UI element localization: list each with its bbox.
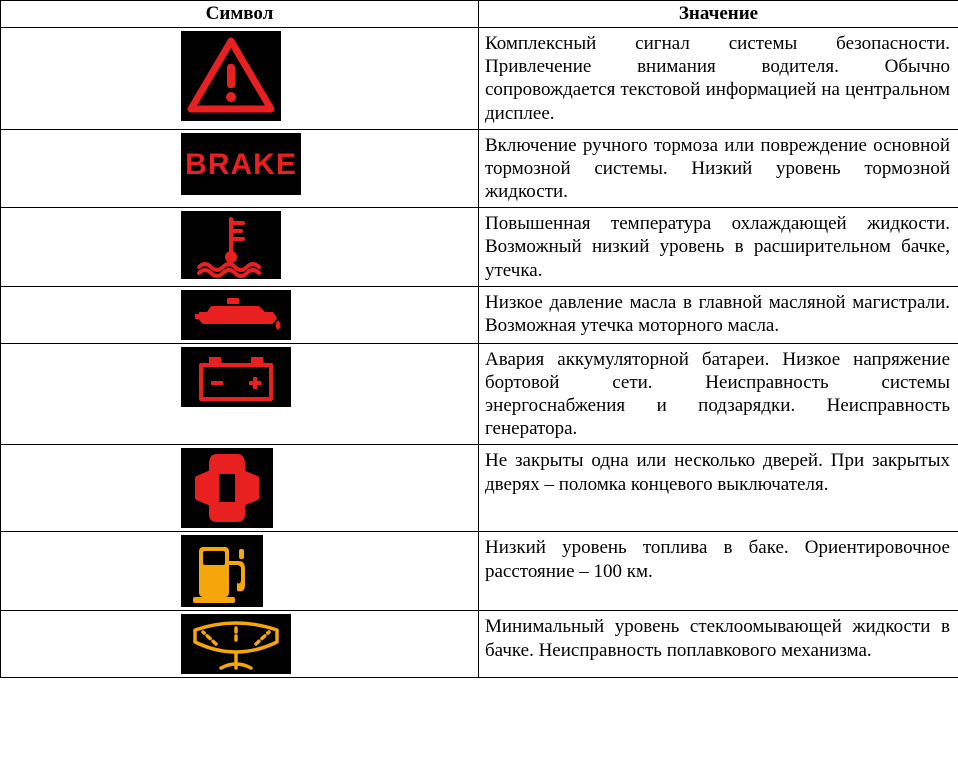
meaning-cell: Повышенная температура охлаждающей жидко…: [479, 208, 958, 287]
header-meaning: Значение: [479, 1, 958, 28]
table-row: Минимальный уровень стеклоомывающей жидк…: [1, 611, 958, 678]
washer-fluid-icon: [181, 614, 291, 674]
warning-triangle-icon: [181, 31, 281, 121]
symbol-cell: [1, 611, 479, 678]
symbol-cell: [1, 343, 479, 445]
table-row: Низкий уровень топлива в баке. Ориентиро…: [1, 532, 958, 611]
meaning-cell: Комплексный сигнал системы безопасности.…: [479, 28, 958, 130]
symbol-cell: [1, 532, 479, 611]
oil-pressure-icon: [181, 290, 291, 340]
table-row: Повышенная температура охлаждающей жидко…: [1, 208, 958, 287]
meaning-cell: Минимальный уровень стеклоомывающей жидк…: [479, 611, 958, 678]
battery-icon: [181, 347, 291, 407]
symbol-cell: [1, 28, 479, 130]
table-row: Комплексный сигнал системы безопасности.…: [1, 28, 958, 130]
warning-symbols-table: Символ Значение Комплексный сигнал систе…: [0, 0, 958, 678]
symbol-cell: [1, 208, 479, 287]
meaning-cell: Авария аккумуляторной батареи. Низкое на…: [479, 343, 958, 445]
table-row: Не закрыты одна или несколько дверей. Пр…: [1, 445, 958, 532]
symbol-cell: [1, 445, 479, 532]
meaning-cell: Не закрыты одна или несколько дверей. Пр…: [479, 445, 958, 532]
coolant-temp-icon: [181, 211, 281, 279]
door-open-icon: [181, 448, 273, 528]
svg-text:BRAKE: BRAKE: [185, 148, 297, 181]
table-row: BRAKE Включение ручного тормоза или повр…: [1, 129, 958, 208]
header-symbol: Символ: [1, 1, 479, 28]
symbol-cell: BRAKE: [1, 129, 479, 208]
table-row: Авария аккумуляторной батареи. Низкое на…: [1, 343, 958, 445]
meaning-cell: Низкое давление масла в главной масляной…: [479, 286, 958, 343]
meaning-cell: Низкий уровень топлива в баке. Ориентиро…: [479, 532, 958, 611]
fuel-low-icon: [181, 535, 263, 607]
brake-text-icon: BRAKE: [181, 133, 301, 195]
meaning-cell: Включение ручного тормоза или повреждени…: [479, 129, 958, 208]
table-row: Низкое давление масла в главной масляной…: [1, 286, 958, 343]
symbol-cell: [1, 286, 479, 343]
